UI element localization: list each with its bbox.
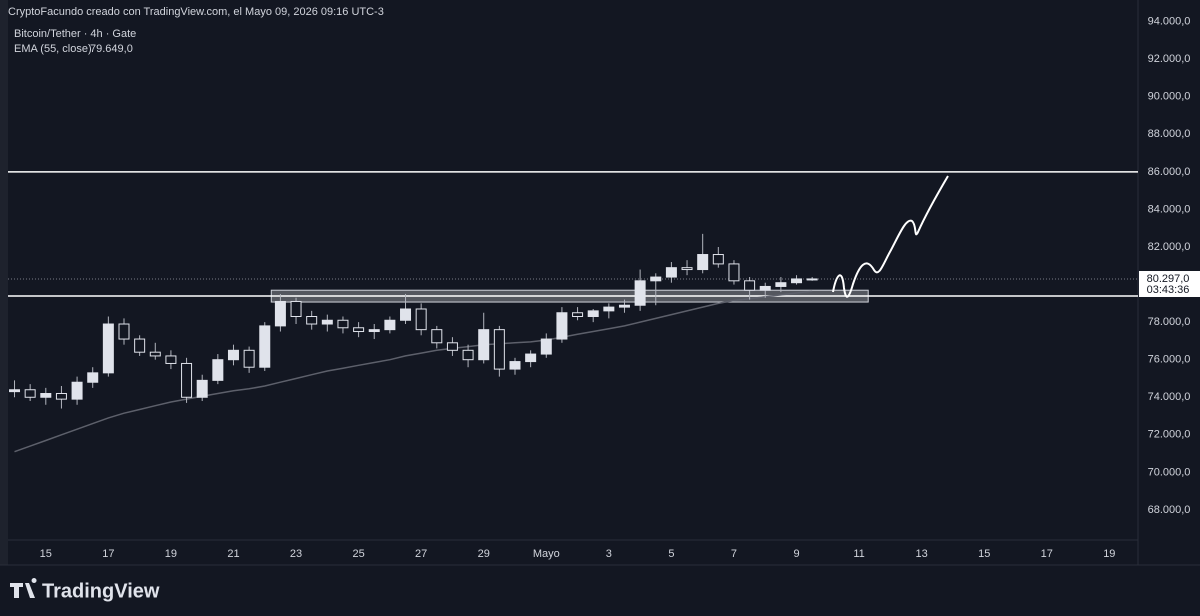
x-tick-label: 3 bbox=[606, 548, 612, 560]
logo bbox=[10, 578, 37, 598]
candle-body bbox=[603, 306, 615, 312]
candle-body bbox=[227, 349, 239, 361]
candle-body bbox=[165, 355, 177, 364]
candle-body bbox=[306, 316, 318, 325]
candle-body bbox=[134, 338, 146, 353]
candle-body bbox=[87, 372, 99, 383]
candle-body bbox=[118, 323, 130, 340]
candle-body bbox=[572, 312, 584, 318]
ema-value: 79.649,0 bbox=[90, 43, 133, 55]
x-tick-label: 9 bbox=[793, 548, 799, 560]
candle-body bbox=[243, 349, 255, 368]
x-tick-label: 5 bbox=[668, 548, 674, 560]
candle-body bbox=[587, 310, 599, 318]
candle-body bbox=[9, 389, 21, 393]
candle-body bbox=[290, 300, 302, 318]
candle-body bbox=[462, 349, 474, 361]
y-tick-label: 92.000,0 bbox=[1148, 53, 1191, 65]
candle-body bbox=[102, 323, 114, 374]
candle-body bbox=[540, 338, 552, 355]
candle-body bbox=[525, 353, 537, 363]
candle-body bbox=[744, 280, 756, 291]
y-tick-label: 74.000,0 bbox=[1148, 391, 1191, 403]
candle-body bbox=[181, 362, 193, 398]
candle-body bbox=[806, 278, 818, 281]
last-price-tag bbox=[1139, 270, 1200, 297]
y-tick-label: 88.000,0 bbox=[1148, 128, 1191, 140]
candle-body bbox=[337, 319, 349, 329]
x-tick-label: 15 bbox=[40, 548, 52, 560]
x-tick-label: 21 bbox=[227, 548, 239, 560]
candle-body bbox=[446, 342, 458, 351]
candle-body bbox=[431, 329, 443, 344]
plot bbox=[8, 171, 1138, 453]
candle-body bbox=[791, 278, 803, 284]
candle-body bbox=[274, 300, 286, 327]
x-tick-label: 15 bbox=[978, 548, 990, 560]
logo-text: TradingView bbox=[42, 580, 160, 602]
last-price-label: 80.297,0 bbox=[1147, 273, 1190, 285]
candle-body bbox=[400, 308, 412, 321]
candle-body bbox=[618, 304, 630, 308]
candle-body bbox=[509, 361, 521, 370]
x-tick-label: 19 bbox=[1103, 548, 1115, 560]
candle-body bbox=[149, 351, 161, 357]
symbol-title: Bitcoin/Tether · 4h · Gate bbox=[14, 28, 136, 40]
candle-body bbox=[556, 312, 568, 340]
y-tick-label: 84.000,0 bbox=[1148, 203, 1191, 215]
candle-body bbox=[759, 285, 771, 291]
candle-body bbox=[728, 263, 740, 282]
candle-body bbox=[493, 329, 505, 370]
candle-body bbox=[665, 267, 677, 278]
candle-body bbox=[196, 379, 208, 398]
credit: CryptoFacundo creado con TradingView.com… bbox=[8, 6, 384, 18]
y-tick-label: 76.000,0 bbox=[1148, 354, 1191, 366]
hand-drawn-projection bbox=[832, 175, 949, 298]
x-tick-label: 7 bbox=[731, 548, 737, 560]
candle-body bbox=[681, 267, 693, 271]
candle-body bbox=[71, 381, 83, 400]
y-tick-label: 82.000,0 bbox=[1148, 241, 1191, 253]
ema-name: EMA (55, close) bbox=[14, 43, 92, 55]
x-tick-label: 23 bbox=[290, 548, 302, 560]
candle-body bbox=[24, 389, 36, 398]
y-tick-label: 70.000,0 bbox=[1148, 466, 1191, 478]
candle-body bbox=[634, 280, 646, 306]
x-tick-label: Mayo bbox=[533, 548, 560, 560]
candle-body bbox=[650, 276, 662, 282]
candle-body bbox=[775, 282, 787, 287]
candle-body bbox=[40, 393, 52, 398]
y-tick-label: 86.000,0 bbox=[1148, 166, 1191, 178]
logo-icon bbox=[10, 578, 37, 598]
y-tick-label: 68.000,0 bbox=[1148, 504, 1191, 516]
candle-body bbox=[321, 319, 333, 325]
x-tick-label: 29 bbox=[478, 548, 490, 560]
y-tick-label: 90.000,0 bbox=[1148, 91, 1191, 103]
ema-line bbox=[14, 290, 813, 453]
candle-body bbox=[55, 393, 67, 400]
x-tick-label: 25 bbox=[352, 548, 364, 560]
candle-body bbox=[712, 254, 724, 265]
candle-body bbox=[259, 325, 271, 368]
y-tick-label: 94.000,0 bbox=[1148, 16, 1191, 28]
candle-body bbox=[415, 308, 427, 331]
x-tick-label: 13 bbox=[916, 548, 928, 560]
candle-body bbox=[697, 254, 709, 271]
x-tick-label: 27 bbox=[415, 548, 427, 560]
y-tick-label: 72.000,0 bbox=[1148, 429, 1191, 441]
candle-body bbox=[212, 359, 224, 381]
x-tick-label: 17 bbox=[1041, 548, 1053, 560]
candle-body bbox=[478, 329, 490, 361]
y-tick-label: 78.000,0 bbox=[1148, 316, 1191, 328]
x-tick-label: 19 bbox=[165, 548, 177, 560]
candle-body bbox=[368, 329, 380, 333]
candle-countdown: 03:43:36 bbox=[1147, 284, 1190, 296]
x-tick-label: 11 bbox=[853, 548, 864, 560]
candle-body bbox=[384, 319, 396, 331]
candle-body bbox=[353, 327, 365, 333]
x-tick-label: 17 bbox=[102, 548, 114, 560]
left-border bbox=[0, 0, 8, 565]
